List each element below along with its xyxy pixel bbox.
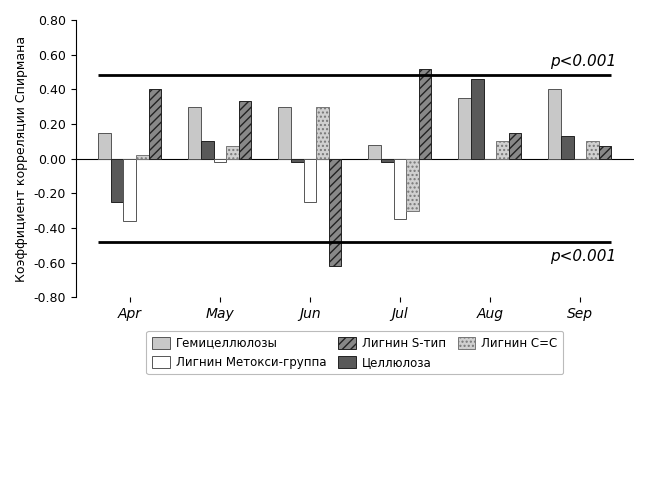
Bar [98, 132, 111, 159]
Bar [381, 159, 393, 162]
Bar [278, 107, 291, 159]
Bar [188, 107, 201, 159]
Y-axis label: Коэффициент корреляции Спирмана: Коэффициент корреляции Спирмана [15, 36, 28, 281]
Bar [136, 155, 149, 159]
Bar [393, 159, 406, 219]
Bar [586, 141, 599, 159]
Bar [329, 159, 341, 266]
Bar [149, 89, 162, 159]
Bar [123, 159, 136, 221]
Bar [458, 98, 471, 159]
Bar [369, 145, 381, 159]
Bar [599, 147, 611, 159]
Bar [214, 159, 226, 162]
Legend: Гемицеллюлозы, Лигнин Метокси-группа, Лигнин S-тип, Целлюлоза, Лигнин C=C: Гемицеллюлозы, Лигнин Метокси-группа, Ли… [147, 331, 563, 375]
Text: p<0.001: p<0.001 [550, 54, 616, 69]
Bar [111, 159, 123, 202]
Bar [419, 69, 432, 159]
Bar [304, 159, 316, 202]
Bar [291, 159, 304, 162]
Bar [496, 141, 509, 159]
Bar [226, 147, 239, 159]
Bar [316, 107, 329, 159]
Bar [548, 89, 561, 159]
Bar [509, 132, 521, 159]
Bar [239, 101, 251, 159]
Bar [201, 141, 214, 159]
Bar [561, 136, 574, 159]
Bar [406, 159, 419, 210]
Bar [471, 79, 484, 159]
Text: p<0.001: p<0.001 [550, 249, 616, 264]
